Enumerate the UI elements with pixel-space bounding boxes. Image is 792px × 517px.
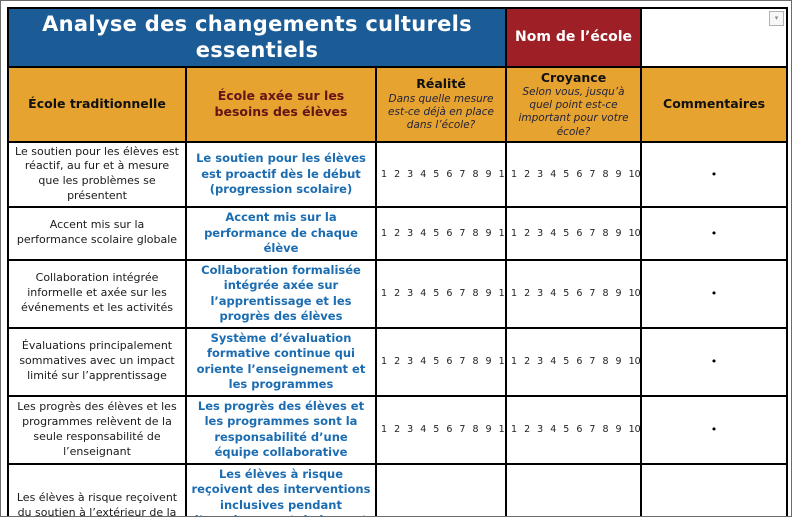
comment-cell[interactable]: • [640,326,789,397]
table-row: Accent mis sur la performance scolaire g… [7,206,789,261]
column-header-belief: Croyance Selon vous, jusqu’à quel point … [505,65,643,143]
reality-subtitle: Dans quelle mesure est-ce déjà en place … [388,92,494,131]
page-title: Analyse des changements culturels essent… [6,7,508,68]
traditional-school-cell: Les progrès des élèves et les programmes… [7,394,187,465]
traditional-school-cell: Les élèves à risque reçoivent du soutien… [7,462,187,516]
table-row: Le soutien pour les élèves est réactif, … [7,140,789,209]
column-header-traditional: École traditionnelle [7,65,187,143]
filter-dropdown-icon[interactable]: ▾ [769,11,785,26]
comments-label: Commentaires [663,96,766,112]
column-header-comments: Commentaires [640,65,789,143]
belief-rating-scale[interactable]: 1 2 3 4 5 6 7 8 9 10 [505,140,643,209]
reality-rating-scale[interactable]: 1 2 3 4 5 6 7 8 9 10 [374,140,508,209]
comment-cell[interactable]: • [640,394,789,465]
reality-rating-scale[interactable]: 1 2 3 4 5 6 7 8 9 10 [374,258,508,329]
comment-cell[interactable]: • [640,206,789,261]
student-centered-school-cell: Collaboration formalisée intégrée axée s… [185,258,377,329]
traditional-school-cell: Le soutien pour les élèves est réactif, … [7,140,187,209]
reality-rating-scale[interactable]: 1 2 3 4 5 6 7 8 9 10 [374,326,508,397]
table-row: Évaluations principalement sommatives av… [7,326,789,397]
table-row: Collaboration intégrée informelle et axé… [7,258,789,329]
banner-row: Analyse des changements culturels essent… [6,7,789,68]
belief-title: Croyance [540,69,607,85]
reality-rating-scale[interactable]: 1 2 3 4 5 6 7 8 9 10 [374,394,508,465]
student-centered-school-cell: Système d’évaluation formative continue … [185,326,377,397]
school-name-cell[interactable]: ▾ [640,7,789,68]
belief-rating-scale[interactable]: 1 2 3 4 5 6 7 8 9 10 [505,462,643,516]
student-centered-school-cell: Accent mis sur la performance de chaque … [185,206,377,261]
belief-rating-scale[interactable]: 1 2 3 4 5 6 7 8 9 10 [505,394,643,465]
table-body: Le soutien pour les élèves est réactif, … [7,140,789,516]
column-header-traditional-label: École traditionnelle [28,96,166,112]
column-header-reality: Réalité Dans quelle mesure est-ce déjà e… [374,65,508,143]
belief-rating-scale[interactable]: 1 2 3 4 5 6 7 8 9 10 [505,326,643,397]
student-centered-school-cell: Les élèves à risque reçoivent des interv… [185,462,377,516]
school-name-label: Nom de l’école [505,7,643,68]
comment-cell[interactable]: • [640,258,789,329]
traditional-school-cell: Collaboration intégrée informelle et axé… [7,258,187,329]
comment-cell[interactable]: • [640,462,789,516]
column-header-student-centered: École axée sur les besoins des élèves [185,65,377,143]
column-header-student-label: École axée sur les besoins des élèves [214,88,348,120]
comment-cell[interactable]: • [640,140,789,209]
traditional-school-cell: Accent mis sur la performance scolaire g… [7,206,187,261]
column-header-row: École traditionnelle École axée sur les … [7,65,789,143]
table-row: Les progrès des élèves et les programmes… [7,394,789,465]
belief-rating-scale[interactable]: 1 2 3 4 5 6 7 8 9 10 [505,206,643,261]
student-centered-school-cell: Le soutien pour les élèves est proactif … [185,140,377,209]
belief-subtitle: Selon vous, jusqu’à quel point est-ce im… [518,86,629,138]
reality-title: Réalité [416,76,466,92]
student-centered-school-cell: Les progrès des élèves et les programmes… [185,394,377,465]
culture-analysis-table: Analyse des changements culturels essent… [6,7,789,516]
belief-rating-scale[interactable]: 1 2 3 4 5 6 7 8 9 10 [505,258,643,329]
traditional-school-cell: Évaluations principalement sommatives av… [7,326,187,397]
reality-rating-scale[interactable]: 1 2 3 4 5 6 7 8 9 10 [374,462,508,516]
table-row: Les élèves à risque reçoivent du soutien… [7,462,789,516]
reality-rating-scale[interactable]: 1 2 3 4 5 6 7 8 9 10 [374,206,508,261]
